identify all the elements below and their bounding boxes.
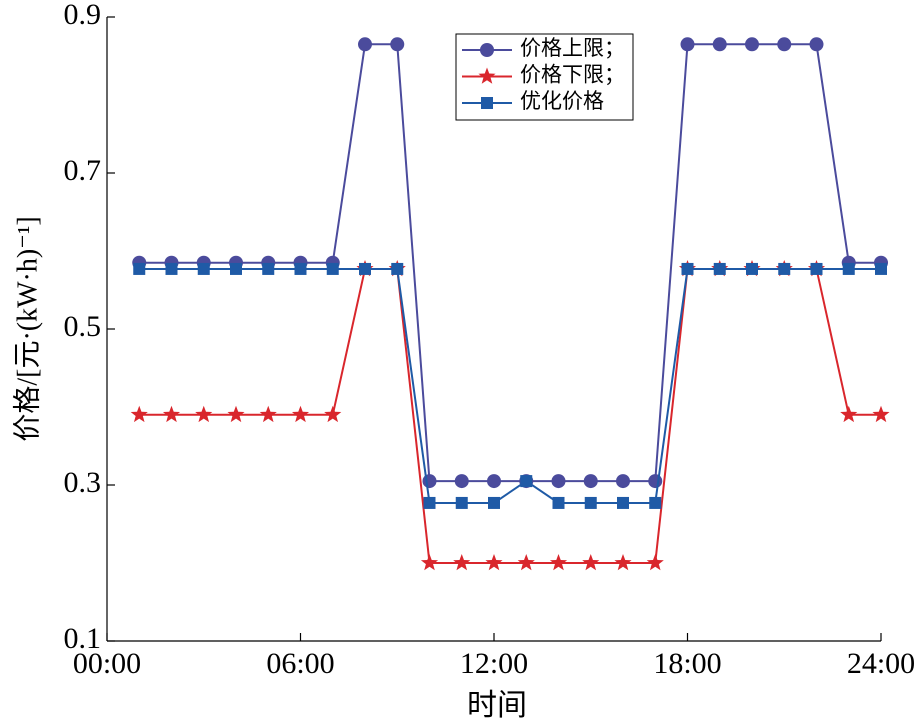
marker-circle [745, 37, 759, 52]
y-tick-label: 0.9 [64, 0, 102, 31]
marker-circle [680, 37, 695, 52]
marker-star [517, 554, 535, 571]
marker-star [614, 554, 632, 571]
marker-circle [454, 474, 469, 489]
marker-circle [422, 474, 437, 489]
marker-star [872, 405, 890, 423]
marker-circle [648, 474, 663, 489]
x-tick-label: 06:00 [266, 647, 334, 680]
y-tick-label: 0.1 [64, 622, 102, 655]
marker-square [810, 262, 823, 275]
x-tick-label: 18:00 [653, 647, 721, 680]
marker-square [617, 496, 629, 509]
x-axis-label: 时间 [467, 689, 527, 722]
marker-star [582, 554, 600, 571]
marker-square [746, 262, 758, 275]
marker-square [391, 262, 404, 275]
marker-square [520, 475, 533, 488]
marker-star [453, 554, 471, 571]
marker-circle [809, 37, 824, 52]
marker-square [294, 262, 307, 275]
legend-label: 价格上限； [520, 36, 625, 60]
marker-square [584, 496, 597, 509]
marker-star [130, 405, 148, 423]
marker-square [359, 262, 371, 275]
marker-square [842, 262, 855, 275]
marker-circle [487, 474, 501, 489]
marker-square [875, 262, 887, 275]
marker-star [549, 554, 568, 571]
series-line [139, 267, 881, 564]
marker-square [423, 496, 436, 509]
marker-star [324, 405, 342, 423]
y-tick-label: 0.3 [64, 466, 102, 499]
x-tick-label: 12:00 [460, 647, 528, 680]
marker-circle [616, 474, 630, 489]
marker-star [162, 405, 181, 423]
marker-square [230, 262, 242, 275]
marker-square [326, 262, 339, 275]
marker-circle [358, 37, 372, 52]
marker-square [197, 262, 210, 275]
y-tick-label: 0.7 [64, 154, 102, 187]
marker-star [420, 554, 439, 571]
marker-square [552, 496, 565, 509]
marker-star [485, 554, 503, 571]
marker-square [455, 496, 468, 509]
marker-square [681, 262, 694, 275]
marker-circle [480, 43, 494, 57]
marker-star [291, 405, 310, 423]
legend-label: 价格下限； [520, 62, 625, 86]
series-line [139, 267, 881, 504]
legend-label: 优化价格 [520, 89, 604, 113]
marker-circle [777, 37, 792, 52]
marker-circle [712, 37, 727, 52]
marker-square [481, 97, 493, 109]
marker-star [227, 405, 245, 423]
marker-square [133, 262, 146, 275]
marker-square [649, 496, 662, 509]
marker-square [262, 262, 275, 275]
marker-star [646, 554, 664, 571]
y-axis-label: 价格/[元·(kW·h)⁻¹] [11, 216, 43, 441]
marker-star [195, 405, 213, 423]
y-tick-label: 0.5 [64, 310, 102, 343]
x-tick-label: 00:00 [73, 647, 141, 680]
marker-star [259, 405, 277, 423]
marker-circle [583, 474, 598, 489]
marker-star [840, 405, 858, 423]
legend: 价格上限；价格下限； 优化价格 [455, 33, 634, 121]
marker-square [165, 262, 178, 275]
x-tick-label: 24:00 [847, 647, 915, 680]
marker-square [713, 262, 726, 275]
marker-square [488, 496, 500, 509]
marker-circle [551, 474, 566, 489]
marker-circle [390, 37, 405, 52]
marker-star [478, 67, 496, 84]
marker-square [778, 262, 791, 275]
